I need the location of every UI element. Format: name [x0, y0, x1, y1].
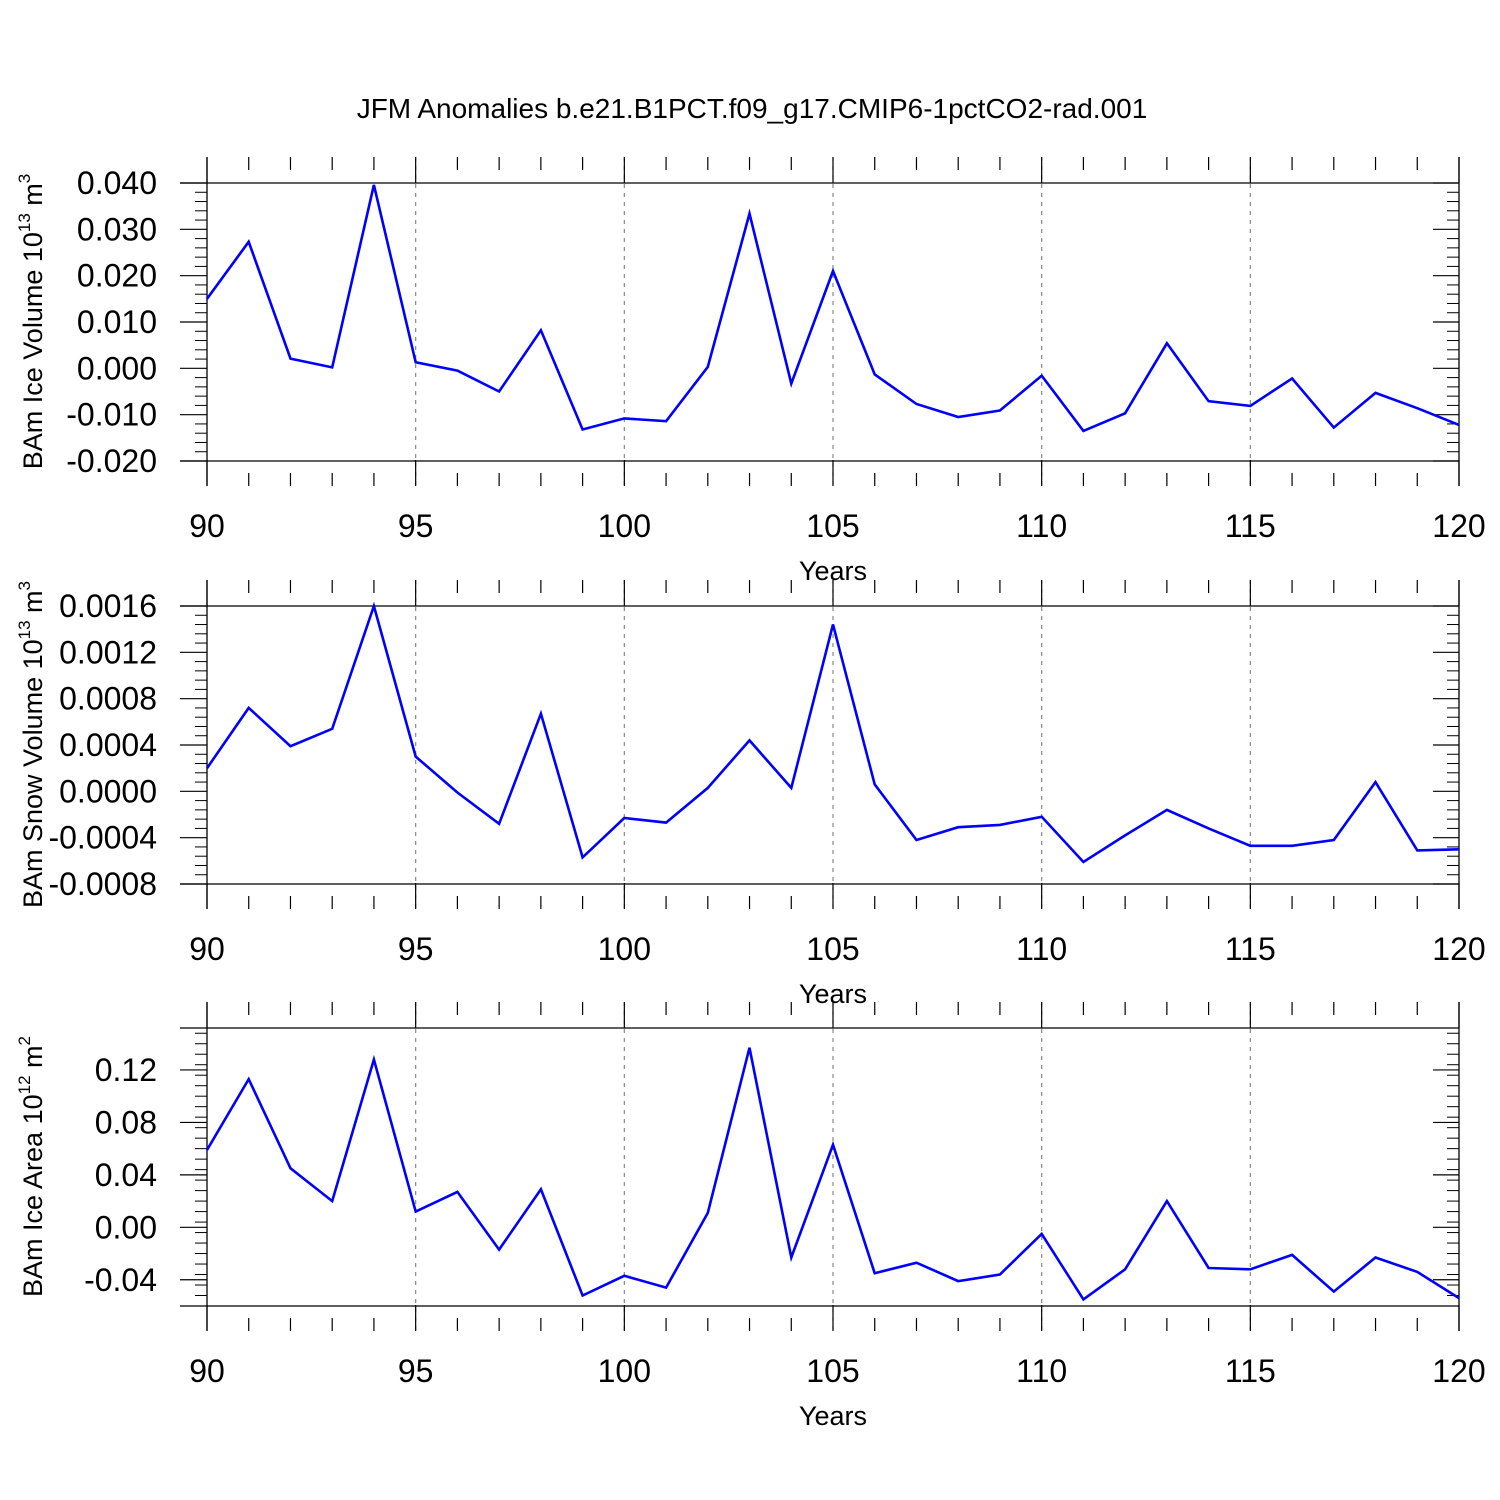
panel-1: -0.020 -0.010 0.000 0.010 0.020 0.030 0.040 90 9… [15, 157, 1486, 586]
x-tick-label: 100 [598, 931, 651, 967]
x-tick-label: 105 [806, 931, 859, 967]
y-tick-label: 0.040 [77, 165, 157, 201]
y-tick-label: 0.04 [95, 1157, 157, 1193]
panel-3: -0.04 0.00 0.04 0.08 0.12 90 95 100 105 110 115 120… [15, 1002, 1486, 1431]
y-axis-title: BAm Ice Area 1012 m2 [15, 1036, 48, 1297]
y-axis-title-superscript: 12 [15, 1075, 34, 1094]
x-tick-label: 105 [806, 1353, 859, 1389]
figure-title: JFM Anomalies b.e21.B1PCT.f09_g17.CMIP6-… [357, 93, 1148, 124]
x-tick-label: 115 [1225, 931, 1276, 967]
y-axis-title-part: m [18, 590, 48, 620]
y-tick-label: -0.04 [84, 1262, 157, 1298]
x-tick-label: 110 [1016, 1353, 1067, 1389]
y-tick-label: 0.0004 [59, 727, 157, 763]
x-tick-label: 90 [189, 508, 225, 544]
x-tick-label: 95 [398, 931, 434, 967]
x-tick-label: 100 [598, 1353, 651, 1389]
y-tick-label: 0.010 [77, 304, 157, 340]
x-tick-label: 90 [189, 931, 225, 967]
y-axis-title-superscript: 13 [15, 213, 34, 232]
y-axis-title: BAm Ice Volume 1013 m3 [15, 174, 48, 470]
y-axis-title: BAm Snow Volume 1013 m3 [15, 581, 48, 908]
x-tick-label: 120 [1432, 508, 1485, 544]
x-axis-title: Years [799, 1401, 867, 1431]
y-tick-label: 0.12 [95, 1052, 157, 1088]
y-tick-label: 0.0016 [59, 588, 157, 624]
y-tick-label: -0.0008 [48, 866, 157, 902]
x-tick-label: 115 [1225, 1353, 1276, 1389]
y-tick-label: 0.0000 [59, 773, 157, 809]
x-tick-label: 110 [1016, 508, 1067, 544]
y-axis-title-superscript: 3 [15, 581, 34, 590]
x-tick-label: 120 [1432, 931, 1485, 967]
y-tick-label: 0.00 [95, 1209, 157, 1245]
y-axis-title-superscript: 3 [15, 174, 34, 183]
x-tick-label: 90 [189, 1353, 225, 1389]
y-tick-label: 0.030 [77, 211, 157, 247]
y-tick-label: -0.0004 [48, 820, 157, 856]
y-axis-title-part: BAm Ice Area 10 [18, 1094, 48, 1297]
y-axis-title-part: m [18, 1045, 48, 1075]
series-line [205, 1047, 1460, 1302]
series-line [205, 601, 1460, 864]
y-tick-label: 0.08 [95, 1104, 157, 1140]
x-tick-label: 110 [1016, 931, 1067, 967]
x-tick-label: 95 [398, 508, 434, 544]
y-axis-title-part: m [18, 183, 48, 213]
x-tick-label: 95 [398, 1353, 434, 1389]
y-tick-label: 0.020 [77, 258, 157, 294]
y-axis-title-part: BAm Ice Volume 10 [18, 232, 48, 469]
x-tick-label: 115 [1225, 508, 1276, 544]
y-axis-title-superscript: 13 [15, 620, 34, 639]
y-axis-title-superscript: 2 [15, 1036, 34, 1045]
y-tick-label: 0.0008 [59, 681, 157, 717]
y-tick-label: 0.000 [77, 350, 157, 386]
x-tick-label: 105 [806, 508, 859, 544]
y-tick-label: 0.0012 [59, 634, 157, 670]
x-tick-label: 120 [1432, 1353, 1485, 1389]
panel-2: -0.0008 -0.0004 0.0000 0.0004 0.0008 0.0012 0.… [15, 580, 1486, 1009]
x-tick-label: 100 [598, 508, 651, 544]
y-tick-label: -0.010 [66, 397, 157, 433]
y-tick-label: -0.020 [66, 443, 157, 479]
y-axis-title-part: BAm Snow Volume 10 [18, 639, 48, 908]
series-line [205, 184, 1460, 433]
